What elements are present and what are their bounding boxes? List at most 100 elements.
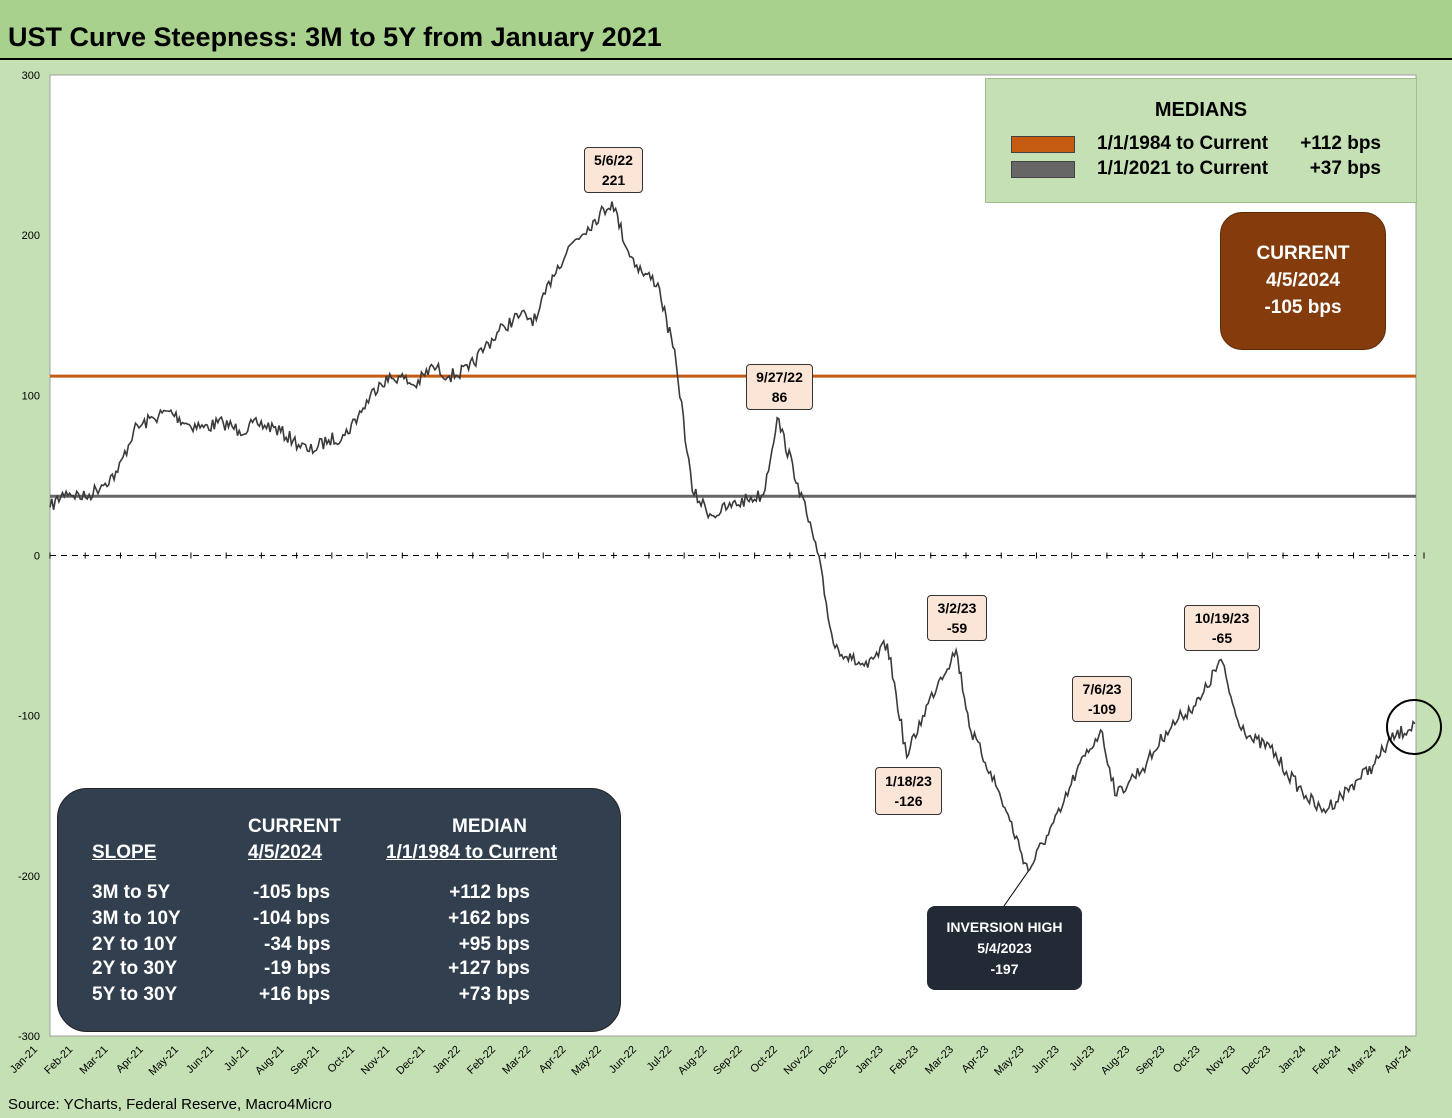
row-slope: 3M to 10Y	[92, 908, 181, 929]
x-tick-label: May-23	[992, 1044, 1026, 1078]
col-median-range: 1/1/1984 to Current	[386, 842, 558, 863]
current-bps: -105 bps	[1264, 297, 1342, 318]
x-tick-label: Mar-23	[923, 1044, 956, 1077]
row-slope: 2Y to 30Y	[92, 958, 178, 979]
callout-jan23-date: 1/18/23	[885, 773, 932, 789]
row-slope: 2Y to 10Y	[92, 934, 178, 955]
x-tick-label: Apr-24	[1382, 1044, 1414, 1076]
x-tick-label: Nov-21	[359, 1044, 393, 1078]
callout-sep22-date: 9/27/22	[756, 369, 803, 385]
row-current: -105 bps	[253, 882, 331, 903]
callout-mar23: 3/2/23 -59	[927, 595, 987, 641]
row-median: +127 bps	[448, 958, 530, 979]
median-value-2021: +37 bps	[1309, 158, 1381, 179]
x-tick-label: Feb-23	[888, 1044, 921, 1077]
callout-sep22: 9/27/22 86	[746, 364, 813, 410]
median-range-1984: 1/1/1984 to Current	[1097, 133, 1269, 154]
source-note: Source: YCharts, Federal Reserve, Macro4…	[8, 1096, 333, 1113]
current-label: CURRENT	[1256, 243, 1350, 264]
medians-title: MEDIANS	[1154, 99, 1248, 121]
x-tick-label: Nov-23	[1204, 1044, 1238, 1078]
x-tick-label: Mar-21	[77, 1044, 110, 1077]
row-current: -19 bps	[264, 958, 331, 979]
inversion-value: -197	[990, 961, 1019, 977]
x-tick-label: Dec-21	[394, 1044, 428, 1078]
x-tick-label: Jan-24	[1276, 1044, 1308, 1076]
x-tick-label: Jun-23	[1030, 1044, 1062, 1076]
x-tick-label: Jun-21	[184, 1044, 216, 1076]
series-line-3m-5y	[49, 201, 1416, 873]
callout-jul23-value: -109	[1087, 701, 1117, 717]
col-current-date: 4/5/2024	[248, 842, 322, 863]
median-range-2021: 1/1/2021 to Current	[1097, 158, 1269, 179]
x-tick-label: Apr-22	[537, 1044, 569, 1076]
callout-jul23: 7/6/23 -109	[1072, 676, 1132, 722]
x-tick-label: Oct-22	[748, 1044, 780, 1076]
x-tick-label: Aug-23	[1099, 1044, 1133, 1078]
y-tick-label: 100	[22, 390, 40, 402]
inversion-high-box: INVERSION HIGH 5/4/2023 -197	[927, 906, 1082, 990]
current-value-box: CURRENT 4/5/2024 -105 bps	[1220, 212, 1386, 350]
x-tick-label: Oct-23	[1171, 1044, 1203, 1076]
x-tick-label: May-21	[147, 1044, 181, 1078]
row-current: -104 bps	[253, 908, 331, 929]
x-tick-label: Aug-21	[253, 1044, 287, 1078]
x-tick-label: Jun-22	[607, 1044, 639, 1076]
callout-oct23-date: 10/19/23	[1194, 610, 1250, 626]
y-tick-label: -200	[18, 871, 40, 883]
x-tick-label: Feb-21	[42, 1044, 75, 1077]
x-tick-label: Jan-23	[853, 1044, 885, 1076]
x-tick-label: Apr-21	[114, 1044, 146, 1076]
x-tick-label: Jul-22	[645, 1044, 675, 1074]
x-tick-label: May-22	[569, 1044, 603, 1078]
row-current: +16 bps	[259, 984, 331, 1005]
median-value-1984: +112 bps	[1300, 133, 1381, 154]
x-tick-label: Sep-22	[711, 1044, 745, 1078]
title-bar: UST Curve Steepness: 3M to 5Y from Janua…	[0, 0, 1452, 60]
slope-table: CURRENT MEDIAN SLOPE 4/5/2024 1/1/1984 t…	[57, 788, 621, 1032]
inversion-leader-line	[1003, 870, 1029, 907]
row-median: +95 bps	[458, 934, 530, 955]
callout-peak: 5/6/22 221	[584, 147, 643, 193]
y-tick-label: 300	[22, 70, 40, 82]
x-tick-label: Oct-21	[325, 1044, 357, 1076]
inversion-label: INVERSION HIGH	[946, 919, 1063, 935]
median-row-2021: 1/1/2021 to Current +37 bps	[986, 158, 1416, 182]
y-tick-label: 0	[34, 551, 40, 563]
inversion-date: 5/4/2023	[977, 940, 1032, 956]
x-tick-label: Dec-23	[1240, 1044, 1274, 1078]
current-date: 4/5/2024	[1266, 270, 1340, 291]
row-current: -34 bps	[264, 934, 331, 955]
x-tick-label: Mar-22	[500, 1044, 533, 1077]
x-tick-label: Feb-24	[1311, 1044, 1344, 1077]
x-tick-label: Mar-24	[1346, 1044, 1379, 1077]
legend-swatch-2021	[1011, 161, 1075, 178]
col-median-header: MEDIAN	[452, 816, 527, 837]
x-tick-label: Apr-23	[960, 1044, 992, 1076]
x-tick-label: Sep-21	[288, 1044, 322, 1078]
callout-jul23-date: 7/6/23	[1082, 681, 1122, 697]
medians-legend: MEDIANS 1/1/1984 to Current +112 bps 1/1…	[985, 78, 1417, 203]
callout-sep22-value: 86	[771, 389, 788, 405]
x-tick-label: Jan-21	[8, 1044, 40, 1076]
x-tick-label: Nov-22	[782, 1044, 816, 1078]
callout-peak-value: 221	[601, 172, 626, 188]
current-value-circle	[1386, 699, 1442, 755]
row-median: +73 bps	[458, 984, 530, 1005]
x-tick-label: Jul-23	[1067, 1044, 1097, 1074]
callout-oct23: 10/19/23 -65	[1184, 605, 1260, 651]
x-tick-label: Feb-22	[465, 1044, 498, 1077]
x-tick-label: Sep-23	[1134, 1044, 1168, 1078]
x-tick-label: Aug-22	[676, 1044, 710, 1078]
row-median: +162 bps	[448, 908, 530, 929]
y-tick-label: -300	[18, 1031, 40, 1043]
x-tick-label: Dec-22	[817, 1044, 851, 1078]
col-current-header: CURRENT	[248, 816, 341, 837]
callout-oct23-value: -65	[1211, 630, 1233, 646]
callout-mar23-date: 3/2/23	[937, 600, 977, 616]
chart-title: UST Curve Steepness: 3M to 5Y from Janua…	[8, 22, 662, 52]
x-tick-label: Jul-21	[222, 1044, 252, 1074]
y-tick-label: 200	[22, 230, 40, 242]
x-tick-label: Jan-22	[431, 1044, 463, 1076]
